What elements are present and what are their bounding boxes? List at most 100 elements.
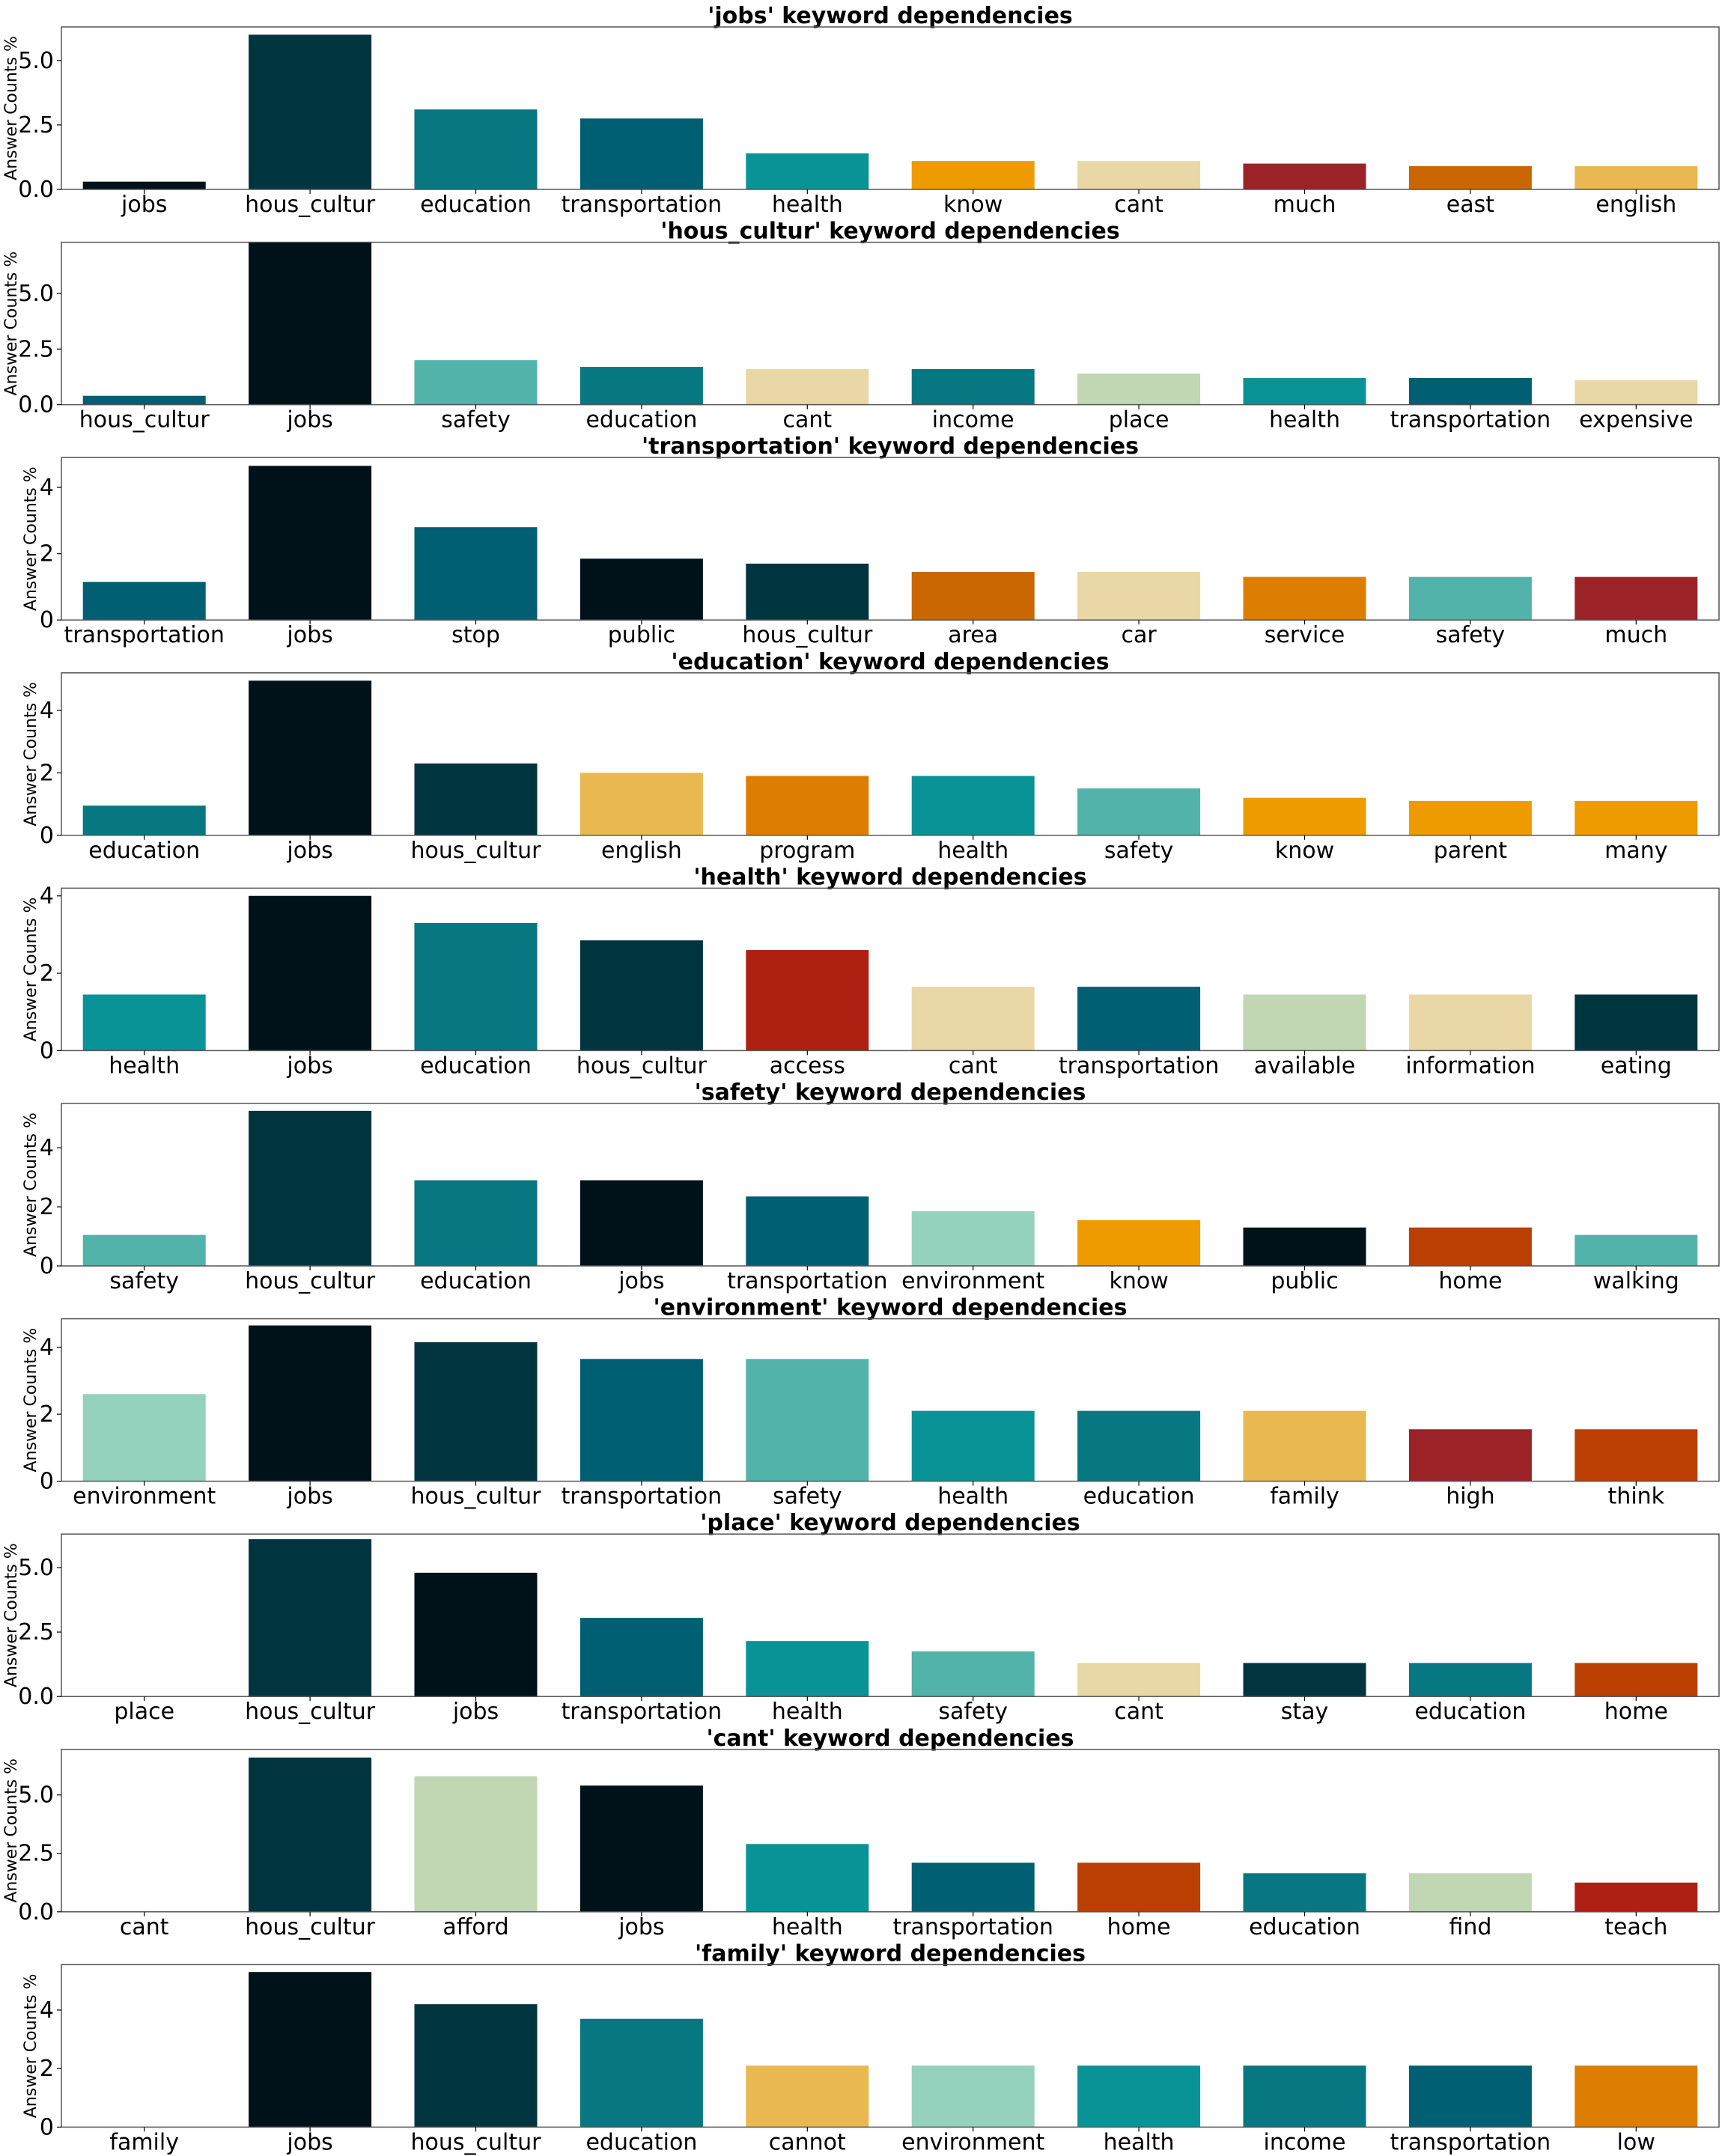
bar	[414, 1180, 538, 1266]
y-tick-label: 4	[40, 1335, 54, 1361]
bar	[249, 466, 372, 621]
bar	[911, 776, 1035, 835]
bar	[82, 806, 206, 835]
y-tick-label: 4	[40, 698, 54, 724]
bar	[414, 109, 538, 189]
x-tick-label: access	[770, 1053, 845, 1079]
x-tick-label: environment	[73, 1484, 216, 1510]
bar	[1408, 800, 1532, 835]
x-tick-label: eating	[1601, 1053, 1672, 1079]
x-tick-label: jobs	[452, 1699, 499, 1725]
bar	[746, 2065, 869, 2128]
x-tick-label: hous_cultur	[245, 1268, 376, 1294]
bar	[579, 118, 703, 189]
x-tick-label: environment	[901, 2129, 1044, 2155]
bar	[1408, 377, 1532, 405]
x-tick-label: stay	[1281, 1699, 1329, 1725]
bar	[911, 1651, 1035, 1697]
bar	[1077, 1663, 1201, 1697]
x-tick-label: hous_cultur	[742, 622, 873, 648]
y-tick-label: 2.5	[18, 336, 54, 362]
bar	[911, 1211, 1035, 1266]
y-axis-label: Answer Counts %	[22, 898, 40, 1042]
y-tick-label: 0	[40, 1253, 54, 1279]
x-tick-label: cant	[1114, 192, 1163, 218]
x-tick-label: much	[1274, 192, 1336, 218]
bar	[911, 571, 1035, 621]
x-tick-label: safety	[441, 407, 511, 433]
bar	[1077, 788, 1201, 835]
bar	[1077, 571, 1201, 621]
x-tick-label: health	[1269, 407, 1340, 433]
bar	[1575, 576, 1698, 621]
chart-panel: 'place' keyword dependencies place hous_cu…	[2, 1510, 1720, 1725]
axes-frame	[61, 26, 1720, 190]
x-tick-label: transportation	[892, 1914, 1053, 1940]
x-tick-label: hous_cultur	[245, 192, 376, 218]
bar	[1575, 1429, 1698, 1482]
bar	[249, 1325, 372, 1482]
x-tick-label: hous_cultur	[576, 1053, 708, 1079]
x-tick-label: jobs	[286, 622, 332, 648]
bar	[1408, 1663, 1532, 1697]
bar	[1408, 576, 1532, 621]
x-tick-label: family	[109, 2129, 179, 2155]
bar	[82, 1234, 206, 1266]
bar	[746, 950, 869, 1051]
chart-panel: 'jobs' keyword dependencies jobs hous_cult…	[2, 3, 1720, 218]
bar	[1243, 797, 1366, 835]
x-tick-label: transportation	[1059, 1053, 1219, 1079]
x-tick-label: education	[1249, 1914, 1360, 1940]
x-tick-label: high	[1446, 1484, 1494, 1510]
bar	[579, 1785, 703, 1912]
x-tick-label: hous_cultur	[245, 1699, 376, 1725]
bar	[1243, 377, 1366, 405]
bar	[82, 181, 206, 189]
x-tick-label: expensive	[1579, 407, 1693, 433]
y-tick-label: 0	[40, 1038, 54, 1064]
x-tick-label: health	[772, 1699, 843, 1725]
y-axis-label: Answer Counts %	[2, 252, 21, 396]
x-tick-label: health	[772, 192, 843, 218]
y-tick-label: 2	[40, 1194, 54, 1220]
x-tick-label: education	[420, 1053, 532, 1079]
bar	[414, 2004, 538, 2128]
bar	[1408, 1429, 1532, 1482]
bar	[1408, 166, 1532, 189]
x-tick-label: education	[1414, 1699, 1526, 1725]
bar	[746, 1844, 869, 1912]
bar	[579, 2018, 703, 2128]
x-tick-label: safety	[1104, 838, 1174, 864]
x-tick-label: jobs	[618, 1268, 664, 1294]
x-tick-label: cant	[782, 407, 832, 433]
chart-panel: 'health' keyword dependencies health jobs e…	[22, 864, 1720, 1079]
x-tick-label: income	[932, 407, 1014, 433]
x-tick-label: jobs	[286, 838, 332, 864]
y-tick-label: 2	[40, 760, 54, 786]
y-tick-label: 4	[40, 1997, 54, 2023]
x-tick-label: jobs	[286, 407, 332, 433]
y-tick-label: 5.0	[18, 281, 54, 307]
x-tick-label: jobs	[286, 1484, 332, 1510]
bar	[1575, 994, 1698, 1051]
bar	[579, 1180, 703, 1266]
x-tick-label: parent	[1434, 838, 1508, 864]
y-tick-label: 0.0	[18, 1899, 54, 1925]
y-tick-label: 2	[40, 1401, 54, 1428]
axes-frame	[61, 1749, 1720, 1913]
x-tick-label: home	[1604, 1699, 1668, 1725]
axes-frame	[61, 1533, 1720, 1697]
bar	[1077, 161, 1201, 189]
y-tick-label: 4	[40, 1135, 54, 1161]
x-tick-label: public	[608, 622, 675, 648]
x-tick-label: health	[937, 1484, 1008, 1510]
x-tick-label: low	[1617, 2129, 1655, 2155]
y-tick-label: 4	[40, 883, 54, 910]
bar	[746, 1359, 869, 1482]
bar	[414, 1342, 538, 1482]
bar	[414, 360, 538, 405]
bar	[911, 1410, 1035, 1482]
chart-title: 'cant' keyword dependencies	[706, 1726, 1074, 1752]
bar	[82, 395, 206, 405]
